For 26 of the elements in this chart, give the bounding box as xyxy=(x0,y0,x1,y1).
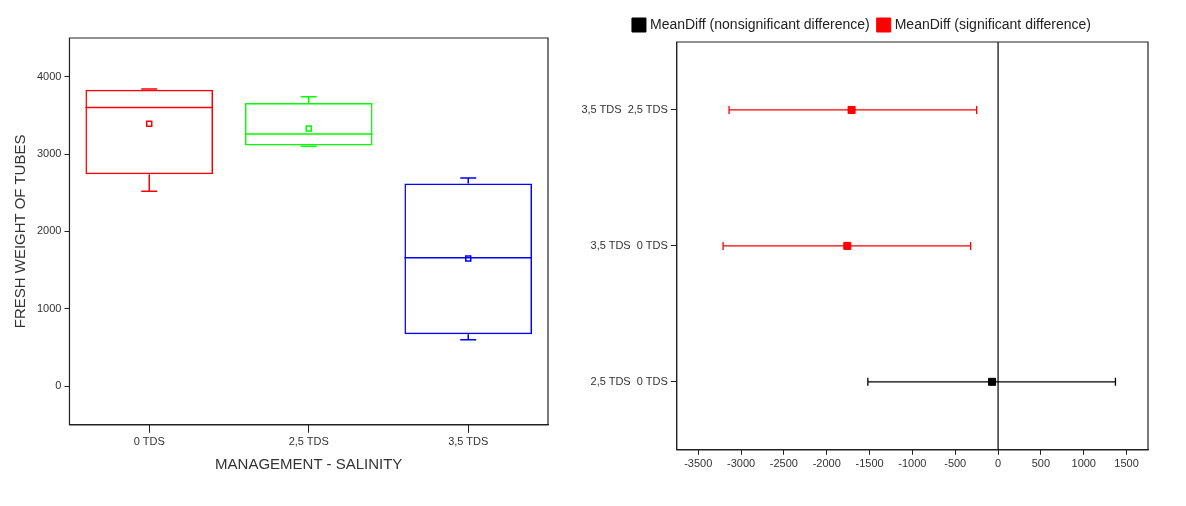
x-tick-label: -2500 xyxy=(769,457,798,470)
x-tick-label: 1000 xyxy=(1071,457,1096,470)
x-tick-label: -3000 xyxy=(726,457,756,470)
x-tick-label: 500 xyxy=(1031,457,1051,470)
y-tick-label: 3,5 TDS 2,5 TDS xyxy=(581,103,668,115)
y-tick-label: 3,5 TDS 0 TDS xyxy=(590,238,668,251)
x-tick-label: 1500 xyxy=(1114,457,1139,470)
legend-label: MeanDiff (significant difference) xyxy=(894,15,1092,32)
y-tick-label: 3000 xyxy=(36,147,62,160)
y-tick-label: 2,5 TDS 0 TDS xyxy=(590,374,668,387)
x-tick-label: 2,5 TDS xyxy=(288,435,329,448)
x-tick-label: -500 xyxy=(944,457,967,470)
x-tick-label: -1000 xyxy=(898,457,927,470)
x-tick-label: 3,5 TDS xyxy=(448,435,489,448)
x-tick-label: -1500 xyxy=(855,457,884,470)
x-tick-label: -3500 xyxy=(684,457,713,470)
y-tick-label: 0 xyxy=(55,379,62,392)
x-tick-label: -2000 xyxy=(812,457,841,470)
y-tick-label: 4000 xyxy=(36,69,62,82)
y-tick-label: 1000 xyxy=(36,301,62,314)
legend-label: MeanDiff (nonsignificant difference) xyxy=(649,15,870,32)
x-tick-label: 0 xyxy=(995,457,1002,470)
y-axis-title: FRESH WEIGHT OF TUBES xyxy=(11,134,29,329)
x-tick-label: 0 TDS xyxy=(133,435,165,448)
x-axis-title: MANAGEMENT - SALINITY xyxy=(215,455,403,473)
y-tick-label: 2000 xyxy=(36,224,62,237)
